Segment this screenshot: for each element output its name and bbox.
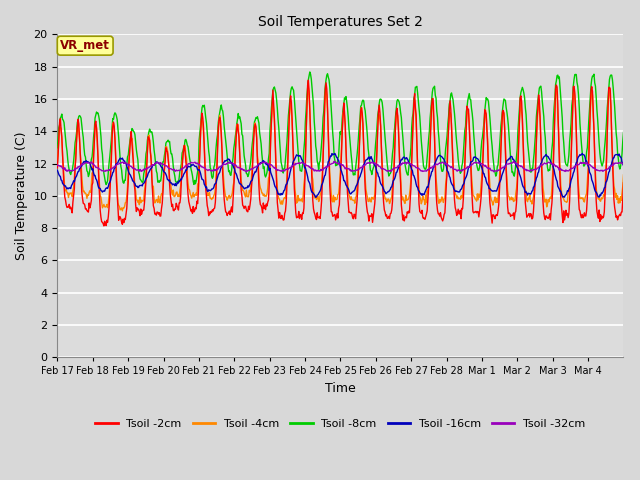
X-axis label: Time: Time (325, 382, 356, 395)
Text: VR_met: VR_met (60, 39, 110, 52)
Y-axis label: Soil Temperature (C): Soil Temperature (C) (15, 132, 28, 260)
Legend: Tsoil -2cm, Tsoil -4cm, Tsoil -8cm, Tsoil -16cm, Tsoil -32cm: Tsoil -2cm, Tsoil -4cm, Tsoil -8cm, Tsoi… (91, 415, 590, 433)
Title: Soil Temperatures Set 2: Soil Temperatures Set 2 (258, 15, 423, 29)
